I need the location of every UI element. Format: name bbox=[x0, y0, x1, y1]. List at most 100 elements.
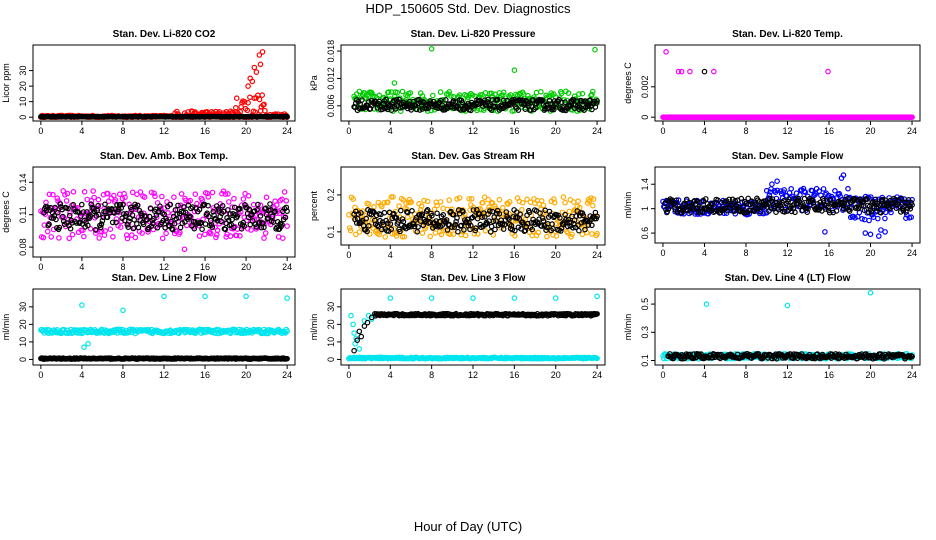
data-point bbox=[70, 189, 77, 195]
data-point bbox=[113, 219, 119, 226]
data-point bbox=[214, 218, 221, 224]
x-tick-label: 4 bbox=[388, 250, 393, 260]
data-point bbox=[417, 206, 424, 213]
data-point bbox=[365, 223, 372, 229]
data-point bbox=[253, 224, 260, 230]
x-tick-label: 20 bbox=[866, 248, 876, 258]
data-point bbox=[769, 196, 776, 202]
data-point bbox=[247, 221, 254, 228]
data-point bbox=[784, 302, 791, 309]
data-point bbox=[416, 107, 423, 113]
data-point bbox=[97, 224, 104, 231]
data-point bbox=[875, 233, 882, 239]
data-point bbox=[376, 98, 383, 105]
data-point bbox=[454, 196, 460, 202]
data-point bbox=[261, 101, 267, 108]
panel-title: Stan. Dev. Amb. Box Temp. bbox=[100, 151, 228, 162]
data-point bbox=[509, 226, 516, 233]
data-point bbox=[454, 215, 460, 221]
data-point bbox=[233, 105, 239, 111]
data-point bbox=[407, 90, 414, 96]
data-point bbox=[263, 194, 270, 201]
y-tick-label: 0.3 bbox=[640, 326, 650, 339]
data-point bbox=[230, 211, 236, 217]
data-point bbox=[552, 295, 559, 301]
data-point bbox=[264, 216, 271, 222]
data-point bbox=[832, 188, 838, 194]
data-point bbox=[550, 106, 557, 113]
x-tick-label: 16 bbox=[824, 370, 834, 380]
data-point bbox=[237, 233, 243, 239]
y-axis-label: percent bbox=[309, 190, 319, 221]
data-point bbox=[376, 231, 383, 238]
data-point bbox=[567, 103, 574, 109]
y-tick-label: 0.1 bbox=[640, 354, 650, 367]
data-point bbox=[550, 232, 556, 238]
data-point bbox=[489, 208, 496, 215]
data-point bbox=[687, 68, 693, 75]
data-point bbox=[506, 199, 513, 205]
data-point bbox=[434, 210, 440, 217]
data-point bbox=[237, 206, 243, 212]
data-point bbox=[415, 224, 421, 230]
data-point bbox=[451, 224, 458, 230]
data-point bbox=[774, 187, 781, 194]
data-point bbox=[81, 344, 87, 351]
data-point bbox=[539, 215, 546, 221]
data-point bbox=[233, 232, 240, 239]
data-point bbox=[153, 214, 160, 221]
data-point bbox=[851, 196, 858, 203]
data-point bbox=[889, 200, 895, 207]
data-point bbox=[399, 88, 406, 95]
data-point bbox=[535, 229, 542, 236]
data-point bbox=[801, 195, 808, 202]
x-tick-label: 0 bbox=[346, 370, 351, 380]
data-point bbox=[419, 230, 426, 236]
data-point bbox=[161, 293, 167, 300]
y-tick-label: 0.11 bbox=[18, 206, 28, 223]
data-point bbox=[747, 207, 754, 214]
data-point bbox=[879, 196, 886, 203]
data-point bbox=[774, 178, 780, 185]
data-point bbox=[363, 215, 370, 222]
data-point bbox=[413, 106, 420, 113]
data-point bbox=[563, 217, 569, 223]
x-tick-label: 12 bbox=[159, 262, 169, 272]
data-point bbox=[257, 213, 264, 219]
data-point bbox=[903, 215, 909, 222]
x-tick-label: 20 bbox=[241, 126, 251, 136]
data-point bbox=[723, 210, 730, 217]
data-point bbox=[91, 208, 98, 215]
data-point bbox=[284, 208, 290, 215]
data-point bbox=[279, 221, 285, 228]
data-point bbox=[122, 194, 128, 201]
data-point bbox=[64, 190, 71, 197]
data-point bbox=[594, 293, 600, 300]
data-point bbox=[120, 201, 126, 208]
data-point bbox=[862, 230, 869, 236]
data-point bbox=[681, 200, 687, 207]
data-point bbox=[245, 193, 252, 199]
data-point bbox=[452, 221, 459, 228]
data-point bbox=[387, 295, 394, 301]
data-point bbox=[438, 231, 445, 238]
x-tick-label: 8 bbox=[743, 370, 748, 380]
data-point bbox=[384, 199, 391, 205]
data-point bbox=[506, 216, 512, 223]
y-tick-label: 0.14 bbox=[18, 174, 28, 192]
data-point bbox=[257, 61, 264, 68]
data-point bbox=[496, 211, 503, 217]
data-point bbox=[96, 235, 103, 241]
y-axis-label: ml/min bbox=[1, 314, 11, 341]
data-point bbox=[433, 218, 440, 224]
data-point bbox=[485, 196, 491, 203]
x-tick-label: 8 bbox=[429, 126, 434, 136]
data-point bbox=[272, 208, 278, 215]
data-point bbox=[538, 198, 545, 204]
data-point bbox=[384, 220, 391, 226]
panel-title: Stan. Dev. Line 3 Flow bbox=[421, 273, 526, 284]
data-point bbox=[109, 219, 116, 226]
x-tick-label: 4 bbox=[388, 370, 393, 380]
